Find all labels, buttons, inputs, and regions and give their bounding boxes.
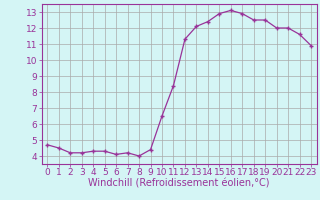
X-axis label: Windchill (Refroidissement éolien,°C): Windchill (Refroidissement éolien,°C) bbox=[88, 179, 270, 189]
